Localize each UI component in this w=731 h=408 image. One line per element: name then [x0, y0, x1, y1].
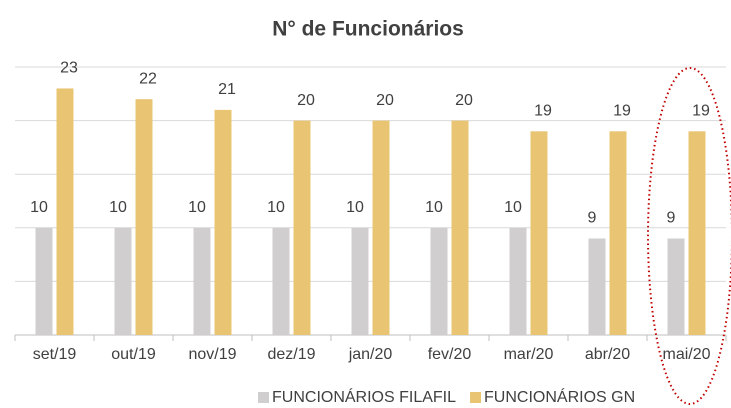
- bar: [56, 88, 74, 335]
- bar: [135, 99, 153, 335]
- x-tick-label: jan/20: [348, 346, 393, 363]
- bar: [214, 109, 232, 335]
- plot-area: set/19 10 23 out/19 10 22 nov/19 10 21 dez/19 10 20…: [14, 60, 727, 406]
- bar: [372, 120, 390, 335]
- data-label: 10: [346, 199, 364, 216]
- bar: [588, 238, 606, 335]
- data-label: 22: [139, 70, 157, 87]
- data-label: 19: [692, 103, 710, 120]
- data-label: 19: [613, 103, 631, 120]
- bar: [114, 227, 132, 335]
- x-tick-label: out/19: [111, 346, 156, 363]
- x-tick-label: set/19: [33, 346, 77, 363]
- data-label: 9: [588, 210, 597, 227]
- legend-label: FUNCIONÁRIOS GN: [484, 387, 635, 406]
- bar: [193, 227, 211, 335]
- x-tick-label: mai/20: [662, 346, 710, 363]
- highlight-ellipse: [647, 67, 731, 405]
- x-tick-label: abr/20: [585, 346, 630, 363]
- data-label: 20: [297, 92, 315, 109]
- bar: [530, 131, 548, 335]
- data-label: 10: [188, 199, 206, 216]
- x-tick-label: fev/20: [428, 346, 472, 363]
- data-label: 10: [425, 199, 443, 216]
- legend-swatch: [470, 392, 482, 403]
- bar: [609, 131, 627, 335]
- chart-title: N° de Funcionários: [272, 18, 464, 41]
- data-label: 20: [455, 92, 473, 109]
- data-label: 10: [109, 199, 127, 216]
- x-tick-label: nov/19: [188, 346, 236, 363]
- bar: [35, 227, 53, 335]
- data-label: 9: [667, 210, 676, 227]
- data-label: 23: [60, 60, 78, 77]
- bar: [272, 227, 290, 335]
- bar: [451, 120, 469, 335]
- bar: [351, 227, 369, 335]
- bar: [667, 238, 685, 335]
- bar: [430, 227, 448, 335]
- bar: [688, 131, 706, 335]
- data-label: 10: [267, 199, 285, 216]
- data-label: 10: [30, 199, 48, 216]
- bar: [509, 227, 527, 335]
- data-label: 21: [218, 81, 236, 98]
- data-label: 10: [504, 199, 522, 216]
- legend-swatch: [258, 392, 269, 403]
- data-label: 20: [376, 92, 394, 109]
- bar: [293, 120, 311, 335]
- legend-label: FUNCIONÁRIOS FILAFIL: [272, 387, 456, 406]
- x-tick-label: dez/19: [267, 346, 315, 363]
- x-tick-label: mar/20: [504, 346, 554, 363]
- data-label: 19: [534, 103, 552, 120]
